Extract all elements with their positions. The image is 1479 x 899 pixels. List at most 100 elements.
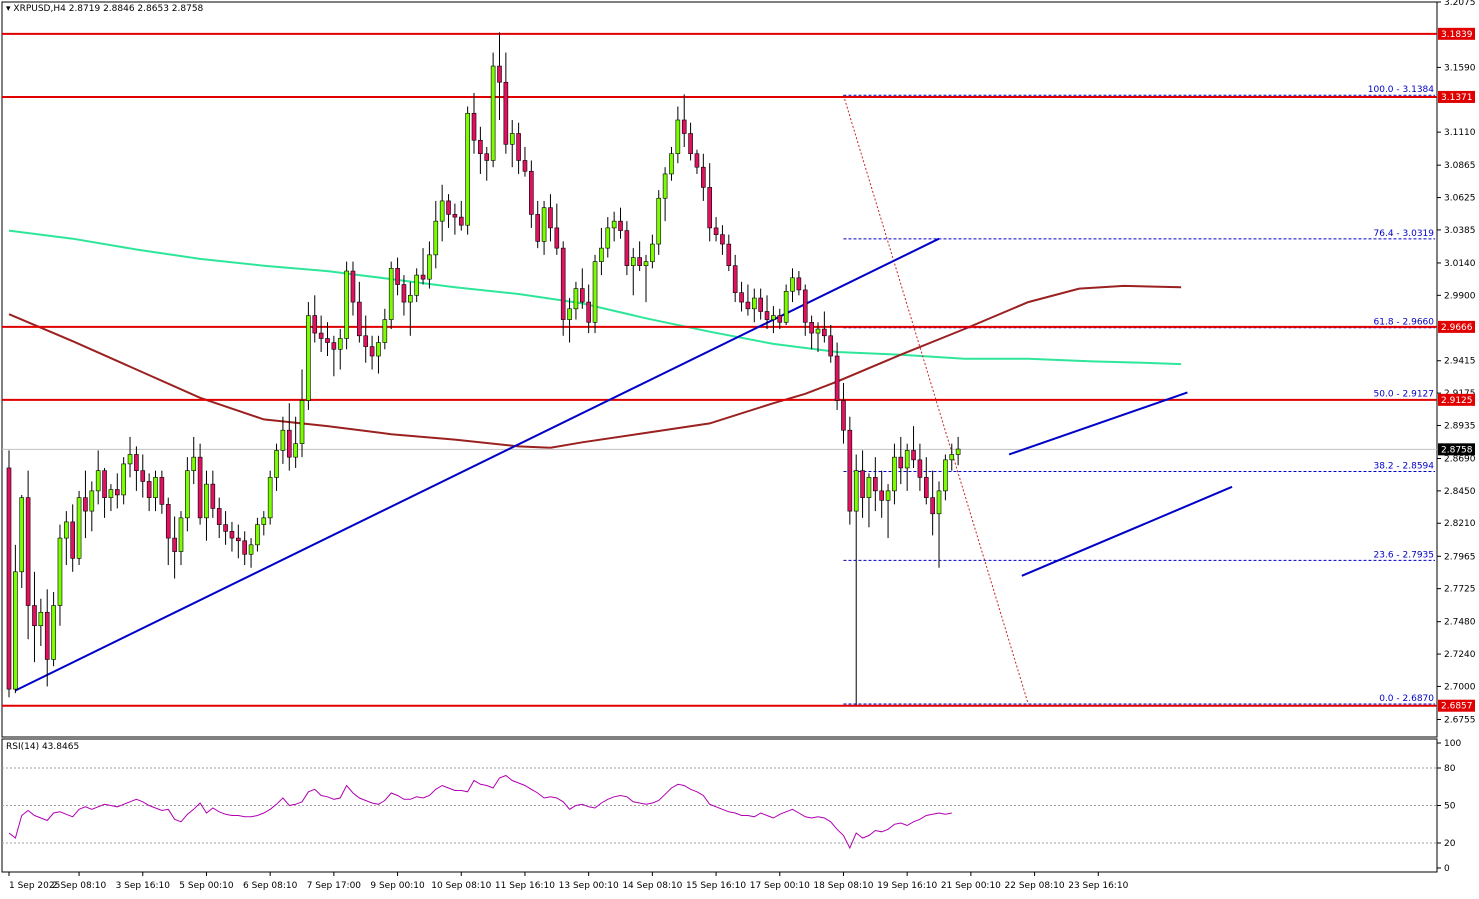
candle-bull xyxy=(662,173,668,199)
candle-bear xyxy=(726,243,732,266)
candle-bear xyxy=(516,133,521,161)
y-tick-label: 3.2075 xyxy=(1444,0,1476,8)
candle-bear xyxy=(146,481,152,498)
candle-bull xyxy=(414,274,419,296)
candle-bear xyxy=(331,342,337,350)
candle-bear xyxy=(535,214,541,242)
fib-level-label: 100.0 - 3.1384 xyxy=(1368,85,1434,95)
candle-bear xyxy=(471,112,477,141)
candle-bear xyxy=(401,284,407,303)
candle-bull xyxy=(382,319,388,343)
candle-bear xyxy=(560,247,566,320)
y-tick-label: 2.7240 xyxy=(1444,650,1476,660)
sr-price-label: 2.9666 xyxy=(1441,323,1473,333)
y-tick-label: 2.8450 xyxy=(1444,487,1476,497)
candle-bull xyxy=(337,338,343,350)
y-tick-label: 3.1590 xyxy=(1444,63,1476,73)
candle-bull xyxy=(121,463,126,496)
y-tick-label: 2.9415 xyxy=(1444,357,1476,367)
candle-bull xyxy=(178,517,184,552)
candle-bear xyxy=(618,220,623,231)
candle-bull xyxy=(783,290,789,323)
candle-bear xyxy=(325,338,330,343)
x-tick-label: 15 Sep 16:10 xyxy=(686,881,746,891)
sr-price-tag xyxy=(1438,27,1475,40)
y-tick-label: 3.0625 xyxy=(1444,194,1476,204)
candle-bear xyxy=(484,153,490,161)
candle-bear xyxy=(579,288,585,303)
candle-bear xyxy=(6,467,12,690)
candle-bear xyxy=(637,257,642,266)
candle-bull xyxy=(261,517,267,525)
candle-bear xyxy=(834,355,840,401)
candle-bear xyxy=(713,227,719,235)
candle-bull xyxy=(771,315,776,320)
rsi-tick-label: 20 xyxy=(1444,839,1456,849)
candle-bear xyxy=(83,497,88,512)
current-price-label: 2.8758 xyxy=(1441,445,1473,455)
candle-bear xyxy=(44,611,50,660)
candle-bull xyxy=(95,470,101,492)
candle-bear xyxy=(140,470,146,482)
candle-bull xyxy=(509,133,515,145)
candle-bull xyxy=(267,477,273,519)
x-tick-label: 14 Sep 08:10 xyxy=(622,881,682,891)
candle-bear xyxy=(681,119,687,134)
candle-bear xyxy=(363,335,369,347)
candle-bear xyxy=(452,214,458,218)
candle-bull xyxy=(255,524,260,546)
candle-bear xyxy=(809,321,814,334)
candle-bear xyxy=(847,429,853,512)
y-tick-label: 2.9900 xyxy=(1444,291,1476,301)
candle-bull xyxy=(592,261,598,323)
candle-bull xyxy=(892,456,897,492)
x-tick-label: 22 Sep 08:10 xyxy=(1005,881,1065,891)
candle-bull xyxy=(274,450,279,478)
candle-bull xyxy=(936,490,942,515)
sr-price-tag xyxy=(1438,699,1475,712)
x-tick-label: 18 Sep 08:10 xyxy=(813,881,873,891)
candle-bear xyxy=(312,315,318,334)
y-tick-label: 2.8935 xyxy=(1444,421,1476,431)
rsi-tick-label: 0 xyxy=(1444,864,1450,874)
x-tick-label: 13 Sep 00:10 xyxy=(559,881,619,891)
candle-bear xyxy=(879,490,884,501)
candle-bull xyxy=(280,429,286,451)
candle-bear xyxy=(114,489,120,496)
sr-price-tag xyxy=(1438,393,1475,406)
candle-bear xyxy=(841,400,846,431)
symbol-arrow-icon: ▾ xyxy=(6,4,11,14)
candle-bear xyxy=(478,139,483,155)
candle-bull xyxy=(465,112,470,226)
candle-bull xyxy=(656,197,662,245)
candle-bear xyxy=(701,166,706,188)
candle-bull xyxy=(433,220,439,256)
candle-bear xyxy=(707,187,713,229)
x-tick-label: 10 Sep 08:10 xyxy=(431,881,491,891)
y-tick-label: 2.7965 xyxy=(1444,552,1476,562)
candle-bear xyxy=(732,265,738,293)
candle-bear xyxy=(420,274,426,280)
candle-bear xyxy=(777,315,783,323)
sr-price-tag xyxy=(1438,320,1475,333)
y-tick-label: 2.7480 xyxy=(1444,618,1476,628)
candle-bear xyxy=(548,207,553,229)
fib-level-label: 61.8 - 2.9660 xyxy=(1374,318,1435,328)
candle-bear xyxy=(802,289,808,323)
candle-bear xyxy=(25,497,31,606)
candle-bear xyxy=(694,153,700,168)
candle-bear xyxy=(529,170,534,215)
candle-bull xyxy=(376,342,381,357)
candle-bull xyxy=(191,456,197,471)
x-tick-label: 6 Sep 08:10 xyxy=(243,881,298,891)
candle-bull xyxy=(541,207,547,242)
candle-bear xyxy=(822,328,827,337)
ma-fast-line xyxy=(8,284,1182,449)
candle-bull xyxy=(13,571,18,690)
x-tick-label: 23 Sep 16:10 xyxy=(1068,881,1128,891)
candle-bull xyxy=(866,477,872,498)
candle-bear xyxy=(318,332,324,339)
candle-bear xyxy=(497,65,502,83)
x-tick-label: 17 Sep 00:10 xyxy=(750,881,810,891)
candle-bear xyxy=(828,335,834,357)
